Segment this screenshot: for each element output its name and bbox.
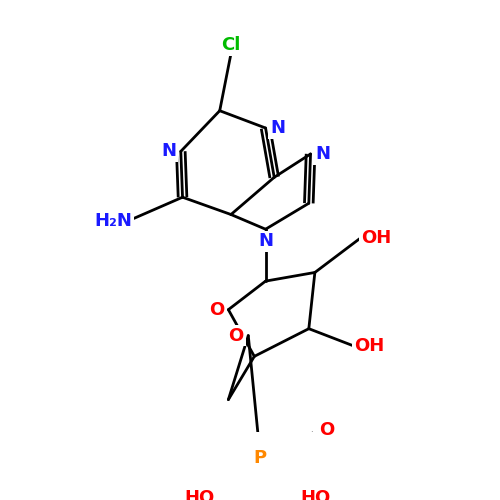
Text: O: O bbox=[228, 326, 244, 344]
Text: N: N bbox=[161, 142, 176, 160]
Text: OH: OH bbox=[354, 337, 384, 355]
Text: O: O bbox=[208, 300, 224, 318]
Text: N: N bbox=[315, 145, 330, 163]
Text: OH: OH bbox=[361, 229, 392, 247]
Text: HO: HO bbox=[184, 489, 215, 500]
Text: N: N bbox=[270, 119, 285, 137]
Text: Cl: Cl bbox=[222, 36, 240, 54]
Text: P: P bbox=[254, 450, 267, 468]
Text: HO: HO bbox=[300, 489, 331, 500]
Text: H₂N: H₂N bbox=[94, 212, 132, 230]
Text: O: O bbox=[320, 421, 334, 439]
Text: N: N bbox=[258, 232, 273, 250]
